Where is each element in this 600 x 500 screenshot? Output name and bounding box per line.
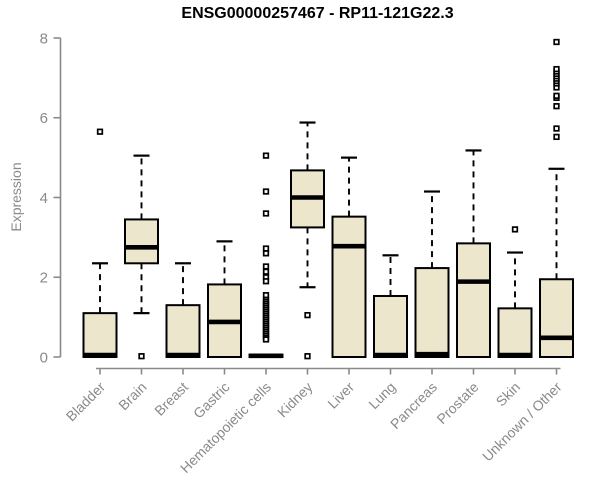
- iqr-box: [497, 307, 533, 359]
- outlier-point: [262, 245, 270, 252]
- outlier-point: [262, 336, 270, 343]
- x-category-label-prostate: Prostate: [433, 379, 481, 427]
- outlier-point: [304, 353, 311, 360]
- box-group-hematopoietic-cells: [248, 152, 284, 359]
- outlier-point: [553, 133, 560, 141]
- box-group-prostate: [456, 149, 491, 358]
- box-group-gastric: [207, 240, 242, 358]
- outlier-point: [553, 38, 560, 46]
- outlier-point: [262, 278, 270, 285]
- y-tick-label: 4: [40, 190, 48, 207]
- box-group-brain: [124, 154, 159, 360]
- iqr-box: [414, 267, 450, 358]
- outlier-point: [262, 263, 270, 270]
- outlier-point: [553, 125, 560, 132]
- outlier-point: [262, 292, 270, 299]
- box-group-skin: [497, 226, 533, 359]
- y-axis: 0 2 4 6 8: [40, 30, 62, 366]
- outlier-point: [262, 268, 270, 275]
- x-category-label-lung: Lung: [365, 379, 398, 412]
- y-tick-label: 8: [40, 30, 48, 47]
- outlier-point: [262, 188, 270, 195]
- iqr-box: [82, 312, 118, 359]
- box-group-breast: [165, 262, 201, 359]
- box-group-lung: [373, 254, 408, 358]
- outlier-point: [553, 92, 560, 99]
- iqr-box: [124, 218, 159, 265]
- x-category-label-liver: Liver: [324, 379, 357, 412]
- outlier-point: [553, 103, 560, 110]
- x-category-label-skin: Skin: [493, 379, 524, 410]
- x-category-label-breast: Breast: [151, 379, 191, 419]
- x-category-label-unknown-other: Unknown / Other: [479, 379, 565, 465]
- iqr-box: [165, 304, 201, 359]
- box-group-liver: [331, 156, 367, 358]
- outlier-point: [262, 152, 270, 159]
- outlier-point: [511, 226, 519, 233]
- x-category-label-brain: Brain: [115, 379, 149, 413]
- outlier-point: [262, 250, 270, 257]
- y-tick-label: 6: [40, 110, 48, 127]
- iqr-box: [456, 242, 491, 358]
- box-group-bladder: [82, 128, 118, 359]
- y-tick-label: 0: [40, 349, 48, 366]
- iqr-box: [331, 215, 367, 358]
- x-category-label-kidney: Kidney: [274, 379, 316, 421]
- iqr-box: [539, 278, 574, 358]
- box-group-pancreas: [414, 190, 450, 358]
- box-group-kidney: [290, 121, 325, 360]
- outlier-point: [96, 128, 104, 135]
- x-category-label-bladder: Bladder: [63, 379, 109, 425]
- outlier-point: [262, 210, 270, 217]
- outlier-point: [553, 65, 560, 73]
- outlier-point: [304, 311, 311, 319]
- chart-title: ENSG00000257467 - RP11-121G22.3: [181, 5, 454, 22]
- y-tick-label: 2: [40, 270, 48, 287]
- outlier-point: [138, 353, 145, 360]
- iqr-box: [373, 294, 408, 358]
- box-group-unknown-other: [539, 38, 574, 358]
